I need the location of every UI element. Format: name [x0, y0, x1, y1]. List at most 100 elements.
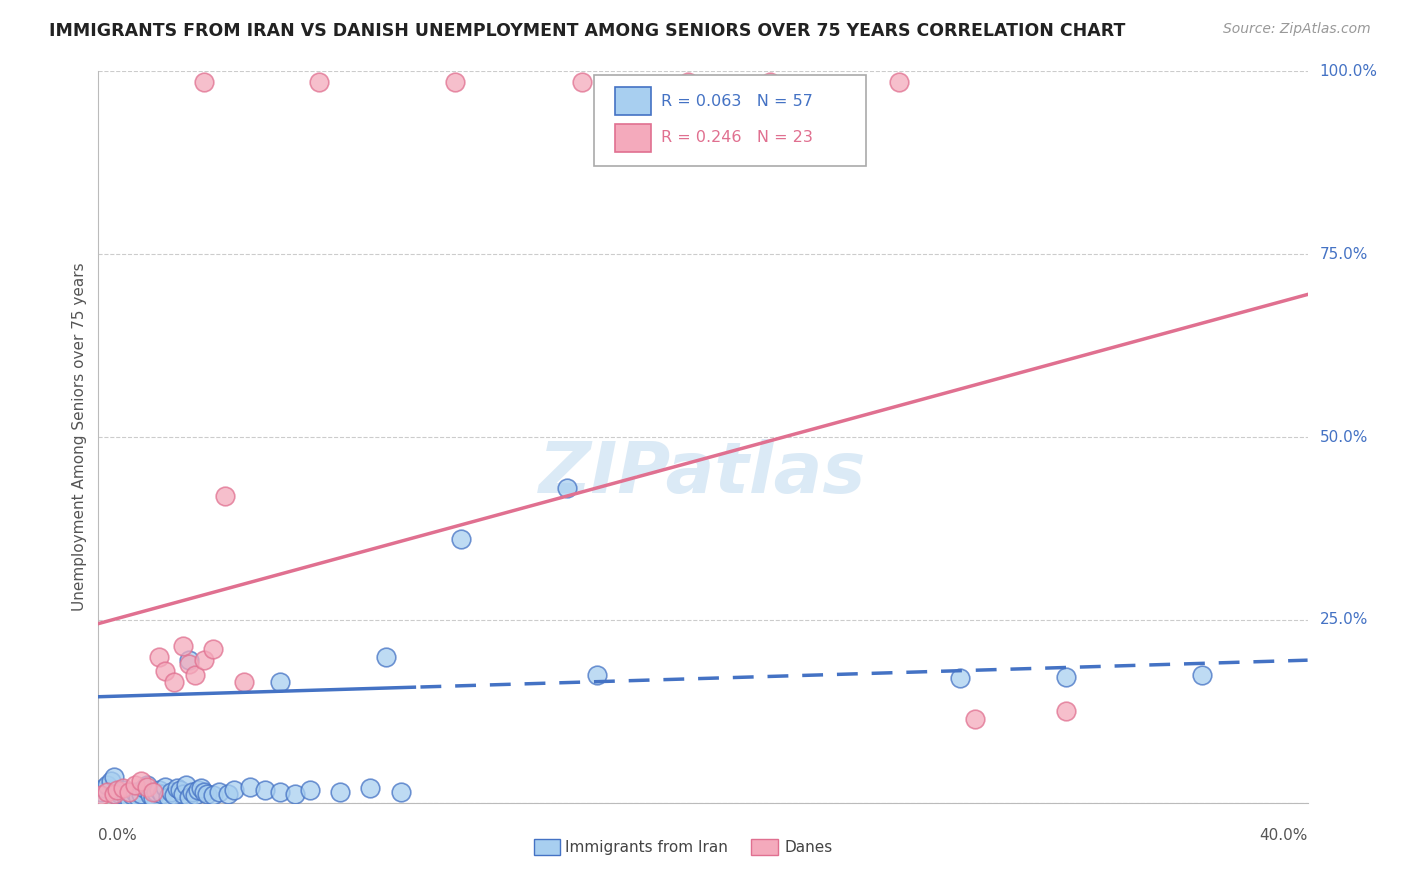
Point: [93, 781, 115, 796]
Point: [174, 778, 197, 792]
Point: [232, 675, 254, 690]
Point: [389, 785, 412, 799]
Point: [103, 770, 125, 784]
Point: [129, 787, 152, 801]
Point: [1054, 705, 1077, 719]
Point: [571, 75, 593, 89]
Point: [181, 785, 204, 799]
Point: [269, 785, 291, 799]
Point: [193, 653, 215, 667]
Point: [142, 791, 165, 805]
Point: [965, 712, 987, 726]
Point: [105, 782, 128, 797]
Point: [450, 533, 472, 547]
Point: [284, 787, 307, 801]
Text: 25.0%: 25.0%: [1320, 613, 1368, 627]
Point: [142, 785, 165, 799]
Text: Source: ZipAtlas.com: Source: ZipAtlas.com: [1223, 22, 1371, 37]
Point: [1054, 670, 1077, 684]
Point: [111, 782, 134, 797]
Text: IMMIGRANTS FROM IRAN VS DANISH UNEMPLOYMENT AMONG SENIORS OVER 75 YEARS CORRELAT: IMMIGRANTS FROM IRAN VS DANISH UNEMPLOYM…: [49, 22, 1126, 40]
Point: [145, 785, 167, 799]
Point: [239, 780, 262, 794]
Point: [308, 75, 330, 89]
Point: [166, 781, 188, 796]
Point: [121, 789, 143, 803]
Text: 50.0%: 50.0%: [1320, 430, 1368, 444]
Point: [160, 785, 183, 799]
Point: [179, 789, 201, 804]
Point: [179, 653, 201, 667]
Point: [299, 782, 322, 797]
Point: [148, 649, 170, 664]
Point: [127, 789, 149, 804]
Point: [118, 792, 141, 806]
Text: 75.0%: 75.0%: [1320, 247, 1368, 261]
Point: [96, 778, 118, 792]
Point: [108, 787, 131, 801]
Point: [118, 785, 141, 799]
Point: [184, 667, 207, 681]
Point: [135, 778, 157, 792]
Point: [214, 489, 236, 503]
Point: [217, 787, 239, 801]
Point: [195, 787, 218, 801]
Text: ZIPatlas: ZIPatlas: [540, 439, 866, 508]
Bar: [614, 124, 651, 152]
Point: [103, 787, 125, 801]
Point: [114, 789, 136, 804]
Point: [124, 778, 146, 792]
Point: [90, 789, 112, 803]
Point: [329, 785, 352, 799]
Point: [187, 782, 209, 797]
Point: [949, 672, 972, 686]
Point: [139, 789, 162, 803]
Point: [163, 675, 186, 690]
Point: [172, 639, 194, 653]
Point: [224, 782, 246, 797]
Point: [193, 75, 215, 89]
Point: [90, 785, 112, 799]
Point: [169, 782, 191, 797]
Point: [129, 773, 152, 788]
Point: [163, 789, 186, 803]
Text: 40.0%: 40.0%: [1260, 829, 1308, 844]
Point: [153, 664, 176, 678]
Bar: [534, 839, 561, 855]
Point: [193, 785, 215, 799]
Text: R = 0.063   N = 57: R = 0.063 N = 57: [661, 94, 813, 109]
Y-axis label: Unemployment Among Seniors over 75 years: Unemployment Among Seniors over 75 years: [72, 263, 87, 611]
Point: [374, 649, 396, 664]
Point: [1191, 667, 1213, 681]
Point: [269, 675, 291, 690]
Text: Danes: Danes: [785, 840, 832, 855]
Bar: [614, 87, 651, 115]
Point: [253, 782, 276, 797]
Point: [132, 781, 155, 796]
Point: [148, 782, 170, 797]
Point: [100, 773, 122, 788]
Point: [156, 789, 179, 804]
Point: [111, 781, 134, 796]
Point: [586, 667, 609, 681]
Point: [179, 657, 201, 671]
Point: [360, 781, 382, 796]
Point: [124, 785, 146, 799]
Point: [208, 785, 231, 799]
Point: [96, 785, 118, 799]
Point: [758, 75, 780, 89]
Point: [172, 787, 194, 801]
Point: [153, 780, 176, 794]
Point: [889, 75, 911, 89]
Text: R = 0.246   N = 23: R = 0.246 N = 23: [661, 130, 813, 145]
FancyBboxPatch shape: [595, 75, 866, 167]
Point: [184, 789, 207, 803]
Text: 100.0%: 100.0%: [1320, 64, 1378, 78]
Text: Immigrants from Iran: Immigrants from Iran: [565, 840, 728, 855]
Point: [444, 75, 467, 89]
Point: [555, 481, 578, 495]
Point: [135, 780, 157, 794]
Point: [190, 781, 212, 796]
Bar: [751, 839, 778, 855]
Point: [202, 642, 225, 657]
